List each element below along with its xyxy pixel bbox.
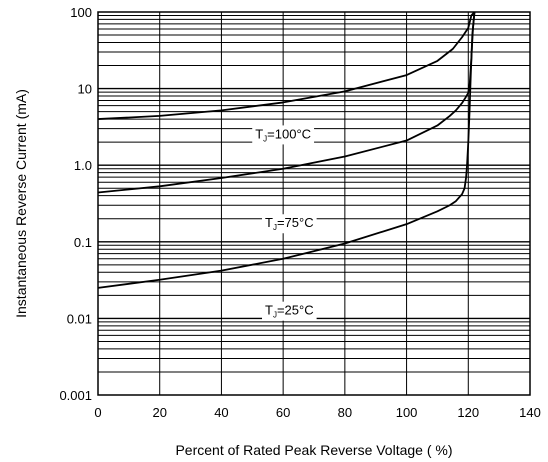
x-tick-label: 40 xyxy=(214,405,228,420)
x-tick-label: 100 xyxy=(396,405,418,420)
x-tick-label: 140 xyxy=(519,405,541,420)
annotation-subscript: J xyxy=(263,134,267,143)
annotation-text: T xyxy=(265,303,273,318)
annotation-rest: =100°C xyxy=(267,126,311,141)
annotation-background xyxy=(262,301,317,321)
annotation-rest: =25°C xyxy=(277,303,314,318)
y-tick-label: 0.001 xyxy=(59,388,92,403)
grid xyxy=(98,12,530,395)
series-line-0 xyxy=(97,11,476,120)
plot-frame xyxy=(97,11,531,396)
series-annotation-0: TJ=100°C xyxy=(252,125,315,145)
annotation-background xyxy=(262,214,317,234)
curves xyxy=(97,11,476,289)
annotation-subscript: J xyxy=(273,311,277,320)
annotation-subscript: J xyxy=(273,223,277,232)
y-tick-labels: 0.001 0.01 0.1 1.0 10 100 xyxy=(59,5,92,403)
x-tick-label: 80 xyxy=(338,405,352,420)
y-axis-label: Instantaneous Reverse Current (mA) xyxy=(13,89,29,318)
annotation-label: TJ=25°C xyxy=(265,303,314,320)
y-tick-label: 100 xyxy=(70,5,92,20)
y-tick-label: 10 xyxy=(78,82,92,97)
x-tick-label: 0 xyxy=(94,405,101,420)
x-tick-label: 20 xyxy=(152,405,166,420)
annotation-text: T xyxy=(255,126,263,141)
annotation-background xyxy=(252,125,315,145)
x-tick-label: 60 xyxy=(276,405,290,420)
x-tick-labels: 0 20 40 60 80 100 120 140 xyxy=(94,405,540,420)
series-line-2 xyxy=(97,11,476,289)
annotation-label: TJ=100°C xyxy=(255,126,311,143)
series-annotation-2: TJ=25°C xyxy=(262,301,317,321)
x-tick-label: 120 xyxy=(457,405,479,420)
annotation-label: TJ=75°C xyxy=(265,215,314,232)
y-tick-label: 0.01 xyxy=(67,311,92,326)
annotation-rest: =75°C xyxy=(277,215,314,230)
y-tick-label: 1.0 xyxy=(74,158,92,173)
series-annotation-1: TJ=75°C xyxy=(262,214,317,234)
x-axis-label: Percent of Rated Peak Reverse Voltage ( … xyxy=(175,442,452,458)
y-tick-label: 0.1 xyxy=(74,235,92,250)
annotation-text: T xyxy=(265,215,273,230)
annotations: TJ=100°CTJ=75°CTJ=25°C xyxy=(252,125,317,321)
